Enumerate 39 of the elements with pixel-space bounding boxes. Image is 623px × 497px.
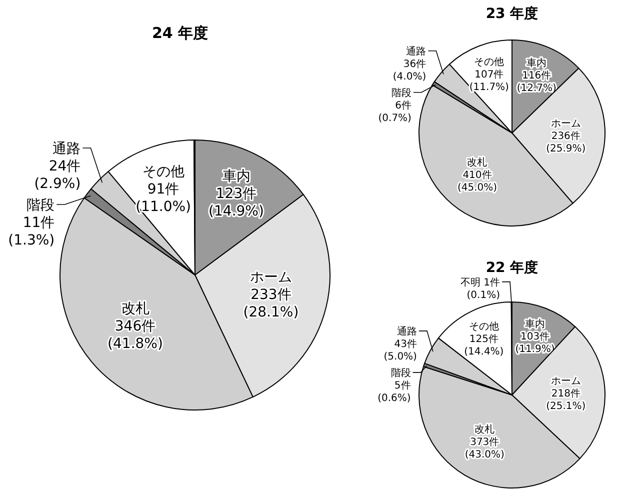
data-label: 116件 (12.7%) <box>516 70 557 94</box>
data-label: 6件 (0.7%) <box>378 100 412 124</box>
slice-label: ホーム <box>550 118 581 130</box>
slice-label: 通路 <box>52 140 81 157</box>
slice-label: その他 <box>474 56 504 68</box>
slice-label: ホーム <box>250 269 292 286</box>
slice-label: 改札 <box>474 423 495 436</box>
data-label: 36件 (4.0%) <box>392 58 426 82</box>
data-label: 218件 (25.1%) <box>546 388 586 412</box>
data-label: 233件 (28.1%) <box>243 286 299 320</box>
slice-label: 通路 <box>406 45 426 58</box>
data-label: 43件 (5.0%) <box>384 338 418 362</box>
slice-label: 車内 <box>526 56 547 69</box>
slice-label: 通路 <box>396 325 417 338</box>
data-label: 11件 (1.3%) <box>8 214 55 248</box>
data-label: 24件 (2.9%) <box>34 158 81 192</box>
slice-label: その他 <box>142 164 184 180</box>
slice-label: 改札 <box>121 301 150 318</box>
slice-label: 車内 <box>525 318 546 330</box>
data-label: 5件 (0.6%) <box>378 380 411 404</box>
slice-label: その他 <box>468 320 499 332</box>
data-label: 373件 (43.0%) <box>464 436 505 460</box>
slice-label: ホーム <box>550 376 581 388</box>
data-label: 410件 (45.0%) <box>457 170 498 194</box>
data-label: 123件 (14.9%) <box>208 186 264 220</box>
slice-label: 階段 <box>26 197 55 214</box>
slice-label: 階段 <box>391 86 412 99</box>
chart-title: 23 年度 <box>486 5 538 22</box>
slice-label: 改札 <box>467 156 488 168</box>
slice-label: 階段 <box>390 366 411 379</box>
chart-title: 24 年度 <box>152 24 208 42</box>
data-label: 346件 (41.8%) <box>108 318 163 352</box>
data-label: 103件 (11.9%) <box>515 332 555 356</box>
chart-title: 22 年度 <box>486 259 538 276</box>
data-label: 236件 (25.9%) <box>546 130 586 154</box>
data-label: 125件 (14.4%) <box>464 334 504 358</box>
slice-label: 車内 <box>222 168 250 184</box>
data-label: 107件 (11.7%) <box>469 70 510 94</box>
slice-label: 不明 1件 (0.1%) <box>460 277 500 301</box>
